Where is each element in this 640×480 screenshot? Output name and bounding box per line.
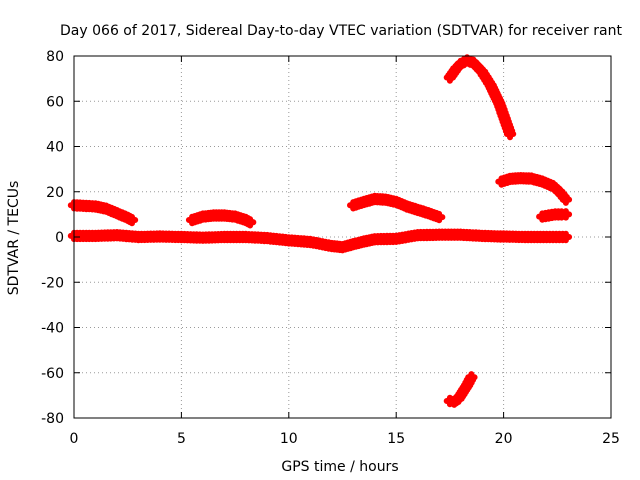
y-axis-title: SDTVAR / TECUs [6, 181, 22, 296]
plot-frame [73, 55, 612, 419]
y-tick-label: 60 [46, 94, 64, 110]
data-point [465, 371, 478, 384]
series-1 [185, 209, 257, 229]
y-tick-label: -20 [41, 275, 64, 291]
y-tick-label: 80 [46, 49, 64, 65]
axes: 0 5 10 15 20 25 -80 -60 -40 -20 0 20 40 60 80 [41, 49, 620, 447]
series-5 [495, 172, 573, 206]
series-4 [443, 371, 478, 408]
x-tick-label: 0 [70, 431, 79, 447]
y-tick-label: -80 [41, 411, 64, 427]
series-3 [443, 54, 517, 141]
x-tick-label: 10 [280, 431, 298, 447]
y-tick-label: -60 [41, 366, 64, 382]
data-point [432, 210, 446, 224]
series-0 [67, 199, 139, 227]
y-tick-label: 40 [46, 140, 64, 156]
data-point [559, 230, 573, 244]
x-axis-title: GPS time / hours [281, 459, 398, 475]
data-point [125, 213, 139, 227]
x-tick-label: 5 [177, 431, 186, 447]
y-tick-label: 20 [46, 185, 64, 201]
y-tick-label: -40 [41, 321, 64, 337]
series-7 [67, 228, 573, 254]
chart-title: Day 066 of 2017, Sidereal Day-to-day VTE… [60, 23, 622, 39]
x-tick-label: 25 [602, 431, 620, 447]
series-2 [347, 192, 446, 224]
x-tick-label: 20 [495, 431, 513, 447]
y-tick-label: 0 [55, 230, 64, 246]
data-point [559, 193, 573, 206]
x-tick-label: 15 [387, 431, 405, 447]
data-point [503, 127, 517, 141]
data-point [243, 216, 257, 229]
series-layer [67, 54, 573, 408]
data-point [559, 208, 573, 221]
series-6 [536, 208, 573, 223]
